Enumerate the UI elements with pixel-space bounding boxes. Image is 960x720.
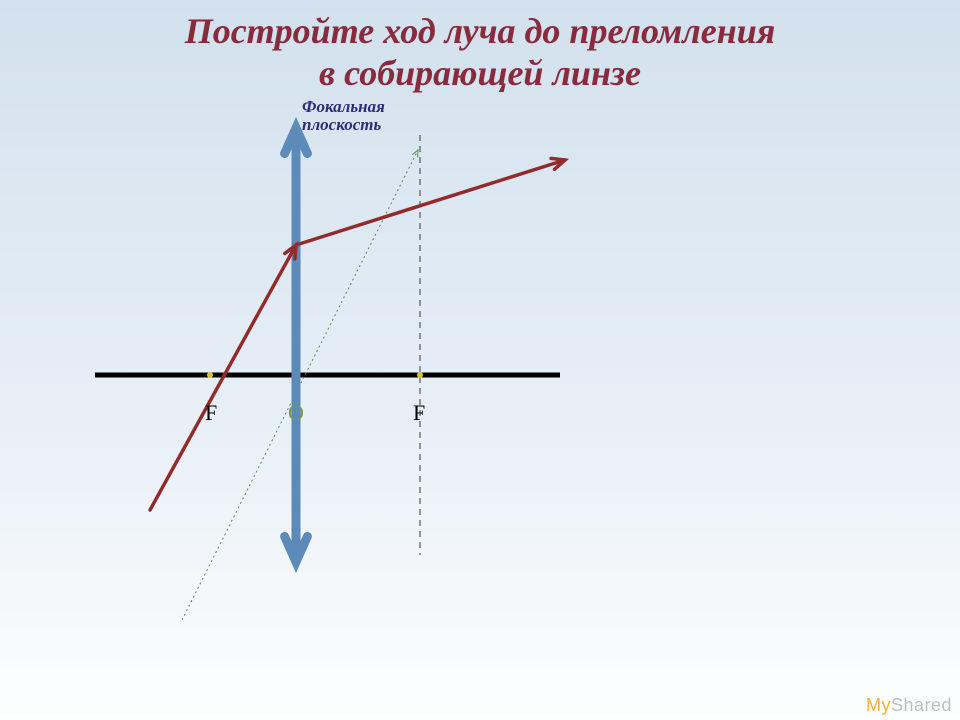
refracted-ray xyxy=(296,160,565,245)
watermark: MyShared xyxy=(866,695,952,716)
focus-right-label: F xyxy=(413,400,425,426)
focus-left-label: F xyxy=(205,400,217,426)
watermark-shared: Shared xyxy=(891,695,952,715)
watermark-my: My xyxy=(866,695,891,715)
focus-right-point xyxy=(417,372,423,378)
focus-left-point xyxy=(207,372,213,378)
optical-center-label: О xyxy=(288,400,304,426)
optics-diagram xyxy=(0,0,960,720)
